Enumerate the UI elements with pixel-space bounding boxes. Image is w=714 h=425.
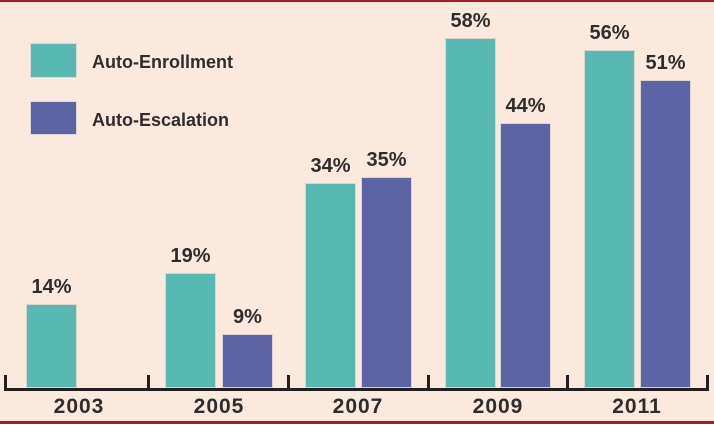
x-axis-tick-4	[566, 375, 569, 389]
bar-auto-enrollment-2003	[26, 304, 77, 388]
x-axis-label-2003: 2003	[53, 395, 105, 418]
bottom-border-rule	[0, 421, 714, 424]
bar-auto-enrollment-2009	[445, 38, 496, 388]
legend-label-auto-escalation: Auto-Escalation	[92, 110, 230, 130]
bar-auto-enrollment-2005	[165, 273, 216, 388]
x-axis-label-2011: 2011	[612, 395, 662, 418]
legend-swatch-auto-enrollment	[30, 43, 77, 78]
value-label-auto-enrollment-2005: 19%	[170, 245, 211, 267]
top-border-rule	[0, 0, 714, 3]
x-axis-tick-5	[706, 375, 709, 389]
legend-label-auto-enrollment: Auto-Enrollment	[92, 52, 233, 72]
x-axis-tick-2	[287, 375, 290, 389]
bar-auto-enrollment-2007	[305, 183, 356, 388]
x-axis-label-2005: 2005	[193, 395, 245, 418]
bar-auto-escalation-2007	[361, 177, 412, 388]
x-axis-tick-0	[4, 375, 7, 389]
x-axis-line	[4, 388, 709, 391]
value-label-auto-escalation-2011: 51%	[645, 52, 686, 74]
bar-auto-escalation-2009	[500, 123, 551, 388]
value-label-auto-enrollment-2003: 14%	[31, 276, 72, 298]
x-axis-tick-3	[427, 375, 430, 389]
value-label-auto-escalation-2005: 9%	[233, 306, 262, 328]
value-label-auto-escalation-2009: 44%	[505, 95, 546, 117]
x-axis-tick-1	[147, 375, 150, 389]
bar-auto-escalation-2005	[222, 334, 273, 388]
bar-auto-escalation-2011	[640, 80, 691, 388]
value-label-auto-enrollment-2011: 56%	[589, 22, 630, 44]
value-label-auto-enrollment-2007: 34%	[310, 155, 351, 177]
bar-auto-enrollment-2011	[584, 50, 635, 388]
legend-swatch-auto-escalation	[30, 101, 77, 135]
x-axis-label-2007: 2007	[332, 395, 384, 418]
value-label-auto-enrollment-2009: 58%	[450, 10, 491, 32]
x-axis-label-2009: 2009	[472, 395, 524, 418]
value-label-auto-escalation-2007: 35%	[366, 149, 407, 171]
